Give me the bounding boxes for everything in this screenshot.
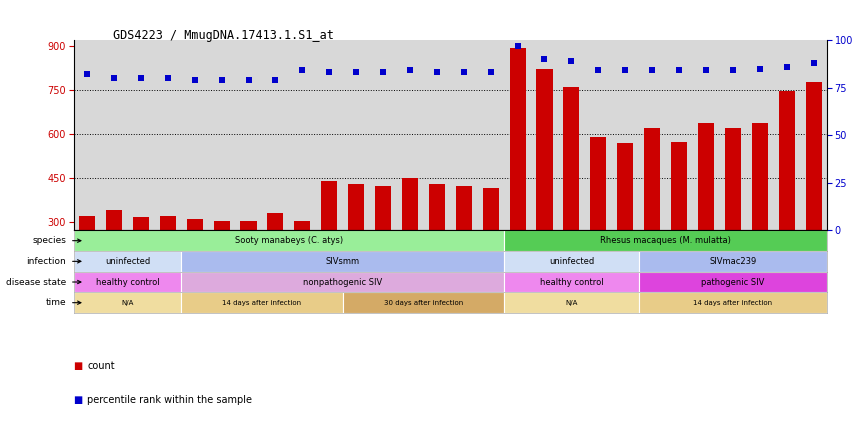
Text: Rhesus macaques (M. mulatta): Rhesus macaques (M. mulatta) [600,236,731,245]
Text: time: time [45,298,66,307]
Bar [644,128,660,309]
Point [618,67,632,74]
Point [188,76,202,83]
Bar [241,221,256,309]
Bar [187,219,203,309]
Bar [638,251,827,272]
Bar [181,251,504,272]
Bar [74,272,181,292]
Text: healthy control: healthy control [95,278,159,286]
Text: count: count [87,361,115,371]
Point [107,75,121,82]
Bar [536,69,553,309]
Text: uninfected: uninfected [549,257,594,266]
Bar [752,123,768,309]
Bar [509,48,526,309]
Bar [779,91,795,309]
Bar [74,292,181,313]
Point [726,67,740,74]
Bar [74,230,504,251]
Bar [74,251,181,272]
Bar [698,123,714,309]
Bar [456,186,472,309]
Bar [805,83,822,309]
Text: nonpathogenic SIV: nonpathogenic SIV [303,278,382,286]
Point [457,69,471,76]
Point [511,42,525,49]
Text: 30 days after infection: 30 days after infection [384,300,463,305]
Bar [504,230,827,251]
Text: uninfected: uninfected [105,257,150,266]
Point [806,59,820,66]
Text: 14 days after infection: 14 days after infection [694,300,772,305]
Text: species: species [32,236,66,245]
Text: infection: infection [26,257,66,266]
Text: N/A: N/A [121,300,133,305]
Point [430,69,443,76]
Point [645,67,659,74]
Bar [268,214,283,309]
Text: ■: ■ [74,395,83,404]
Point [268,76,282,83]
Bar [343,292,504,313]
Text: SIVmac239: SIVmac239 [709,257,757,266]
Bar [132,217,149,309]
Point [565,57,578,64]
Text: pathogenic SIV: pathogenic SIV [701,278,765,286]
Point [242,76,255,83]
Bar [671,143,687,309]
Point [81,71,94,78]
Point [779,63,793,70]
Text: N/A: N/A [565,300,578,305]
Text: Sooty manabeys (C. atys): Sooty manabeys (C. atys) [235,236,343,245]
Bar [181,292,343,313]
Bar [348,184,365,309]
Bar [504,251,638,272]
Bar [482,188,499,309]
Bar [402,178,418,309]
Point [134,75,148,82]
Text: SIVsmm: SIVsmm [326,257,359,266]
Point [672,67,686,74]
Text: percentile rank within the sample: percentile rank within the sample [87,395,253,404]
Bar [725,128,741,309]
Point [538,56,552,63]
Text: ■: ■ [74,361,83,371]
Bar [294,221,310,309]
Point [295,67,309,74]
Bar [617,143,633,309]
Text: healthy control: healthy control [540,278,604,286]
Point [699,67,713,74]
Point [322,69,336,76]
Bar [321,181,337,309]
Text: 14 days after infection: 14 days after infection [223,300,301,305]
Point [403,67,417,74]
Bar [214,221,229,309]
Text: GDS4223 / MmugDNA.17413.1.S1_at: GDS4223 / MmugDNA.17413.1.S1_at [113,29,333,42]
Bar [181,272,504,292]
Bar [591,137,606,309]
Point [376,69,390,76]
Point [591,67,605,74]
Bar [375,186,391,309]
Bar [504,272,638,292]
Point [349,69,363,76]
Point [215,76,229,83]
Bar [638,292,827,313]
Bar [429,184,445,309]
Point [484,69,498,76]
Bar [638,272,827,292]
Point [753,65,766,72]
Bar [159,216,176,309]
Bar [106,210,122,309]
Bar [563,87,579,309]
Point [161,75,175,82]
Text: disease state: disease state [6,278,66,286]
Bar [504,292,638,313]
Bar [79,216,95,309]
